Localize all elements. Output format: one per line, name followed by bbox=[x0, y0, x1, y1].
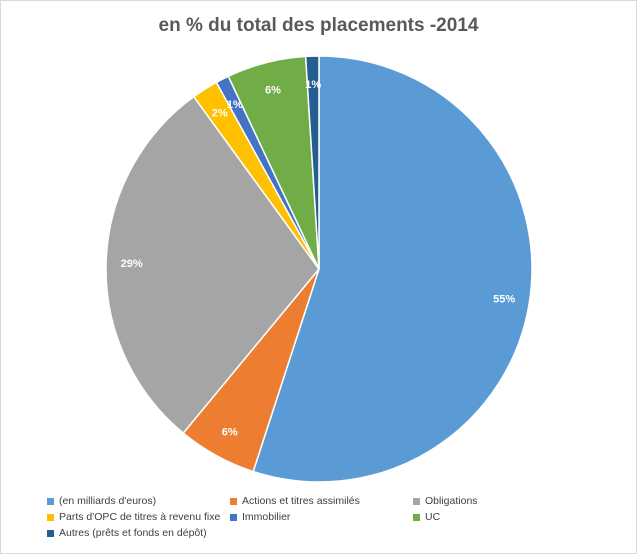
legend-swatch-3 bbox=[47, 513, 54, 521]
pie-slice-0 bbox=[252, 55, 533, 483]
legend-label-6: Autres (prêts et fonds en dépôt) bbox=[59, 527, 207, 539]
legend-swatch-1 bbox=[230, 497, 237, 505]
legend-label-4: Immobilier bbox=[242, 511, 291, 523]
legend-swatch-4 bbox=[230, 513, 237, 521]
legend-label-1: Actions et titres assimilés bbox=[242, 495, 360, 507]
legend-item-2: Obligations bbox=[413, 495, 478, 507]
chart-title: en % du total des placements -2014 bbox=[158, 15, 479, 36]
slice-label-3: 2% bbox=[212, 108, 228, 120]
legend-label-3: Parts d'OPC de titres à revenu fixe bbox=[59, 511, 221, 523]
pie-chart: 55%6%29%2%1%6% 1% bbox=[105, 55, 533, 483]
legend-item-0: (en milliards d'euros) bbox=[47, 495, 156, 507]
slice-label-6: 1% bbox=[305, 79, 321, 91]
legend-item-6: Autres (prêts et fonds en dépôt) bbox=[47, 527, 207, 539]
pie-slice-2 bbox=[105, 95, 320, 435]
legend-swatch-5 bbox=[413, 513, 420, 521]
legend-label-2: Obligations bbox=[425, 495, 478, 507]
legend-item-3: Parts d'OPC de titres à revenu fixe bbox=[47, 511, 220, 523]
legend-swatch-0 bbox=[47, 497, 54, 505]
slice-label-4: 1% bbox=[227, 99, 243, 111]
legend-swatch-2 bbox=[413, 497, 420, 505]
slice-label-0: 55% bbox=[493, 293, 515, 305]
slice-label-2: 29% bbox=[121, 258, 143, 270]
legend-item-1: Actions et titres assimilés bbox=[230, 495, 360, 507]
legend-swatch-6 bbox=[47, 529, 54, 537]
slice-label-1: 6% bbox=[222, 426, 238, 438]
slice-label-5: 6% bbox=[265, 85, 281, 97]
legend-item-5: UC bbox=[413, 511, 440, 523]
legend-label-0: (en milliards d'euros) bbox=[59, 495, 157, 507]
legend-label-5: UC bbox=[425, 511, 441, 523]
legend-item-4: Immobilier bbox=[230, 511, 290, 523]
pie-slice-6 bbox=[304, 55, 320, 270]
